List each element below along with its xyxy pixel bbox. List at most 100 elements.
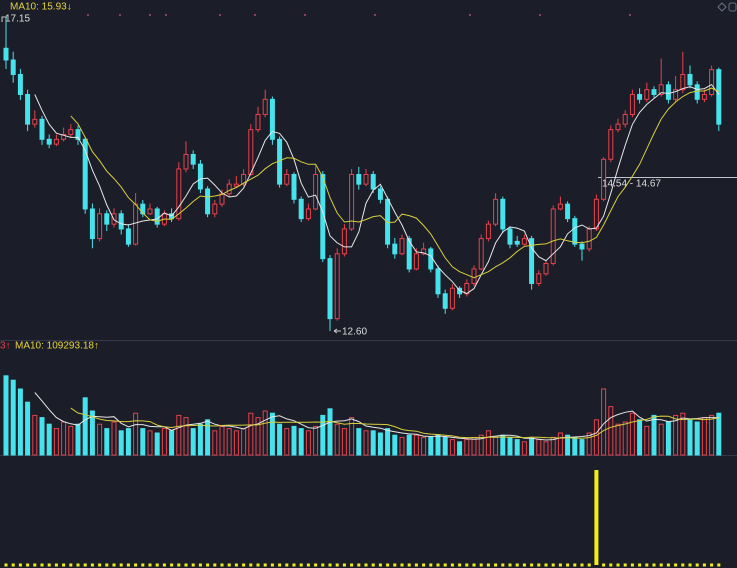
signal-dot	[537, 563, 541, 567]
signal-dot	[18, 563, 22, 567]
candle-body	[615, 123, 621, 131]
candle-body	[478, 238, 484, 270]
candle-body	[61, 133, 67, 140]
candle-body	[493, 198, 499, 225]
signal-dot	[472, 563, 476, 567]
crosshair-label: 14.54 - 14.67	[602, 179, 661, 190]
annotation-arrow	[333, 328, 341, 334]
candle-body	[291, 173, 297, 200]
signal-dot	[256, 563, 260, 567]
signal-dot	[90, 563, 94, 567]
candle-body	[176, 168, 182, 220]
candle-body	[197, 163, 203, 190]
signal-dot	[162, 563, 166, 567]
volume-bar	[341, 428, 347, 456]
volume-bar	[205, 419, 211, 456]
volume-bar	[147, 430, 153, 456]
volume-bar	[485, 430, 491, 456]
signal-dot	[184, 563, 188, 567]
volume-bar	[284, 428, 290, 456]
candle-body	[75, 129, 81, 140]
settings-icon[interactable]	[717, 2, 727, 12]
legend: MA10: 15.93↓	[10, 2, 72, 13]
signal-dot	[263, 563, 267, 567]
candle-body	[97, 213, 103, 240]
marker-dot	[254, 14, 256, 16]
candle-body	[500, 198, 506, 230]
signal-dot	[278, 563, 282, 567]
signal-dot	[126, 563, 130, 567]
signal-dot	[544, 563, 548, 567]
volume-bar	[413, 434, 419, 456]
signal-dot	[630, 563, 634, 567]
candle-body	[205, 188, 211, 215]
candle-body	[536, 273, 542, 284]
marker-dot	[539, 14, 541, 16]
volume-bar	[154, 432, 160, 456]
signal-dot	[134, 563, 138, 567]
candle-body	[586, 228, 592, 250]
volume-bar	[428, 436, 434, 456]
signal-dot	[191, 563, 195, 567]
volume-bar	[665, 421, 671, 456]
candle-body	[17, 73, 23, 95]
signal-dot	[270, 563, 274, 567]
candle-body	[694, 84, 700, 100]
signal-dot	[386, 563, 390, 567]
candle-body	[399, 238, 405, 255]
signal-dot	[501, 563, 505, 567]
candle-body	[212, 203, 218, 215]
volume-bar	[557, 432, 563, 456]
volume-bar	[507, 436, 513, 456]
candle-body	[385, 198, 391, 245]
volume-bar	[421, 436, 427, 456]
candle-body	[140, 203, 146, 215]
volume-bar	[219, 425, 225, 456]
signal-dot	[515, 563, 519, 567]
candle-body	[313, 173, 319, 210]
volume-bar	[593, 419, 599, 456]
marker-dot	[374, 14, 376, 16]
signal-dot	[666, 563, 670, 567]
candle-body	[219, 193, 225, 205]
volume-bar	[241, 428, 247, 456]
window-icon[interactable]	[728, 2, 737, 12]
signal-dot	[177, 563, 181, 567]
candle-body	[449, 287, 455, 309]
marker-dot	[165, 14, 167, 16]
signal-dot	[443, 563, 447, 567]
signal-dot	[54, 563, 58, 567]
candle-body	[82, 138, 88, 210]
candle-body	[32, 118, 38, 125]
signal-dot	[659, 563, 663, 567]
volume-bar	[25, 401, 31, 456]
signal-dot	[450, 563, 454, 567]
candle-body	[572, 218, 578, 245]
signal-dot	[155, 563, 159, 567]
high-label: 17.15	[5, 14, 30, 25]
volume-bar	[262, 410, 268, 456]
volume-bar	[349, 417, 355, 456]
candle-body	[104, 213, 110, 225]
signal-dot	[234, 563, 238, 567]
volume-bar	[305, 430, 311, 456]
volume-bar	[637, 419, 643, 456]
volume-bar	[248, 412, 254, 456]
candle-body	[687, 73, 693, 86]
signal-dot	[47, 563, 51, 567]
volume-bar	[464, 439, 470, 456]
signal-dot	[198, 563, 202, 567]
signal-dot	[695, 563, 699, 567]
signal-dot	[530, 563, 534, 567]
signal-dot	[148, 563, 152, 567]
signal-dot	[702, 563, 706, 567]
volume-bar	[478, 434, 484, 456]
signal-dot	[645, 563, 649, 567]
volume-bar	[377, 432, 383, 456]
volume-bar	[118, 430, 124, 456]
signal-dot	[292, 563, 296, 567]
volume-bar	[709, 414, 715, 456]
signal-dot	[623, 563, 627, 567]
candle-body	[665, 84, 671, 100]
candle-body	[154, 208, 160, 225]
